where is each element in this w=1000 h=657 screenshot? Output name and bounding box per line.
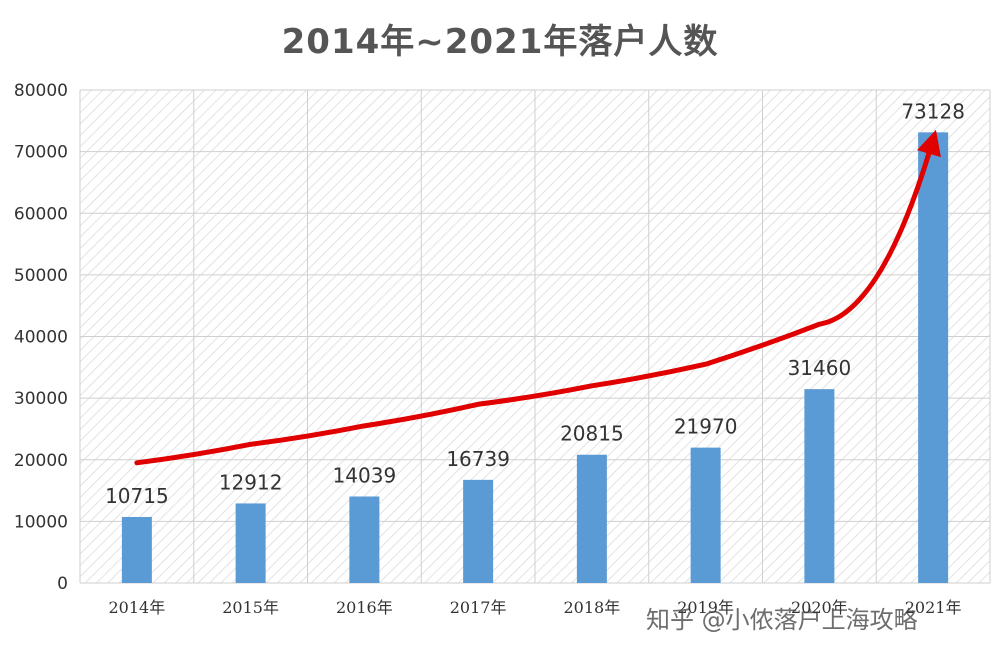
- y-tick-label: 10000: [14, 512, 68, 532]
- x-tick-label: 2020年: [791, 598, 848, 617]
- y-tick-label: 20000: [14, 451, 68, 471]
- x-tick-label: 2019年: [677, 598, 734, 617]
- y-tick-label: 60000: [14, 204, 68, 224]
- bar: [804, 389, 835, 583]
- data-label: 10715: [105, 484, 169, 508]
- y-tick-label: 40000: [14, 328, 68, 348]
- x-axis: 2014年 2015年 2016年 2017年 2018年 2019年 2020年 2021年: [109, 598, 962, 617]
- x-tick-label: 2017年: [450, 598, 507, 617]
- data-label: 20815: [560, 422, 624, 446]
- y-axis: 0 10000 20000 30000 40000 50000 60000 70000 8000…: [14, 81, 68, 594]
- y-tick-label: 50000: [14, 266, 68, 286]
- y-tick-label: 70000: [14, 143, 68, 163]
- data-label: 12912: [219, 470, 283, 494]
- watermark: 知乎 @小侬落户上海攻略: [646, 606, 918, 634]
- x-tick-label: 2021年: [905, 598, 962, 617]
- x-tick-label: 2016年: [336, 598, 393, 617]
- bar: [121, 516, 152, 583]
- y-tick-label: 0: [57, 574, 68, 594]
- bar: [349, 496, 380, 583]
- bar: [690, 447, 721, 583]
- x-tick-label: 2015年: [222, 598, 279, 617]
- data-label: 31460: [788, 356, 852, 380]
- data-label: 14039: [333, 463, 397, 487]
- bar: [918, 132, 949, 583]
- x-tick-label: 2014年: [109, 598, 166, 617]
- chart-title: 2014年~2021年落户人数: [281, 22, 719, 62]
- data-label: 16739: [446, 447, 510, 471]
- data-label: 73128: [901, 99, 965, 123]
- bars: [121, 132, 949, 583]
- x-tick-label: 2018年: [564, 598, 621, 617]
- bar: [463, 479, 494, 583]
- data-label: 21970: [674, 415, 738, 439]
- bar: [235, 503, 266, 583]
- y-tick-label: 80000: [14, 81, 68, 101]
- data-labels: 10715 12912 14039 16739 20815 21970 31460 73128: [105, 99, 965, 508]
- bar: [576, 454, 607, 583]
- grid-lines: [79, 89, 991, 584]
- y-tick-label: 30000: [14, 389, 68, 409]
- trend-arrow: [134, 129, 941, 466]
